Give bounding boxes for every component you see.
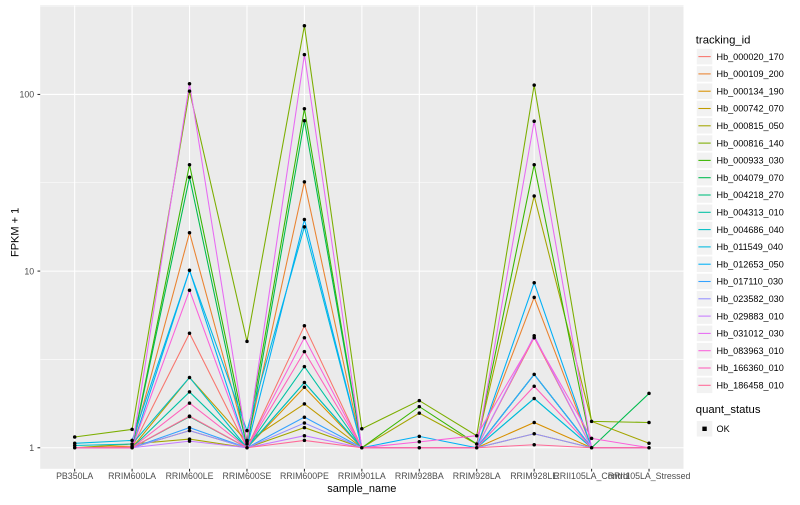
svg-text:RRIM600LA: RRIM600LA bbox=[108, 471, 156, 481]
svg-text:Hb_000933_030: Hb_000933_030 bbox=[717, 156, 784, 166]
svg-text:Hb_004686_040: Hb_004686_040 bbox=[717, 225, 784, 235]
svg-text:RRIM928LA: RRIM928LA bbox=[453, 471, 501, 481]
svg-text:quant_status: quant_status bbox=[696, 404, 761, 416]
svg-text:Hb_000816_140: Hb_000816_140 bbox=[717, 138, 784, 148]
svg-text:RRIM600PE: RRIM600PE bbox=[280, 471, 329, 481]
svg-text:PB350LA: PB350LA bbox=[56, 471, 93, 481]
svg-text:tracking_id: tracking_id bbox=[696, 34, 751, 46]
svg-text:FPKM + 1: FPKM + 1 bbox=[10, 208, 22, 257]
svg-text:Hb_000742_070: Hb_000742_070 bbox=[717, 104, 784, 114]
svg-text:RRIM901LA: RRIM901LA bbox=[338, 471, 386, 481]
svg-text:Hb_031012_030: Hb_031012_030 bbox=[717, 329, 784, 339]
svg-text:sample_name: sample_name bbox=[327, 483, 396, 495]
svg-text:Hb_000134_190: Hb_000134_190 bbox=[717, 86, 784, 96]
svg-text:Hb_004313_010: Hb_004313_010 bbox=[717, 208, 784, 218]
svg-text:RRIM600LE: RRIM600LE bbox=[166, 471, 214, 481]
svg-text:100: 100 bbox=[20, 90, 35, 100]
svg-text:Hb_166360_010: Hb_166360_010 bbox=[717, 363, 784, 373]
svg-text:RRIM600SE: RRIM600SE bbox=[223, 471, 272, 481]
svg-text:10: 10 bbox=[24, 266, 34, 276]
svg-text:Hb_083963_010: Hb_083963_010 bbox=[717, 346, 784, 356]
svg-text:RRIM928BA: RRIM928BA bbox=[395, 471, 444, 481]
svg-text:Hb_000815_050: Hb_000815_050 bbox=[717, 121, 784, 131]
svg-text:Hb_012653_050: Hb_012653_050 bbox=[717, 259, 784, 269]
svg-text:Hb_000109_200: Hb_000109_200 bbox=[717, 69, 784, 79]
svg-text:Hb_017110_030: Hb_017110_030 bbox=[717, 277, 784, 287]
svg-text:Hb_011549_040: Hb_011549_040 bbox=[717, 242, 784, 252]
svg-text:RRIM928LE: RRIM928LE bbox=[510, 471, 558, 481]
svg-text:Hb_004218_270: Hb_004218_270 bbox=[717, 190, 784, 200]
svg-text:Hb_186458_010: Hb_186458_010 bbox=[717, 381, 784, 391]
svg-text:Hb_023582_030: Hb_023582_030 bbox=[717, 294, 784, 304]
svg-text:RRII105LA_Stressed: RRII105LA_Stressed bbox=[608, 471, 691, 481]
svg-text:1: 1 bbox=[29, 443, 34, 453]
svg-text:Hb_000020_170: Hb_000020_170 bbox=[717, 52, 784, 62]
svg-text:RRII105LA_Control: RRII105LA_Control bbox=[553, 471, 629, 481]
svg-text:Hb_029883_010: Hb_029883_010 bbox=[717, 311, 784, 321]
svg-text:Hb_004079_070: Hb_004079_070 bbox=[717, 173, 784, 183]
svg-text:OK: OK bbox=[717, 424, 730, 434]
